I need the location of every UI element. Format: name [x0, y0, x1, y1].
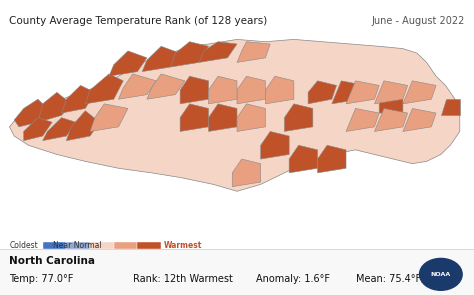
Polygon shape	[180, 76, 209, 104]
Polygon shape	[209, 104, 237, 132]
Polygon shape	[346, 109, 379, 132]
Text: Near Normal: Near Normal	[53, 241, 101, 250]
Polygon shape	[142, 46, 180, 72]
Polygon shape	[403, 81, 436, 104]
Polygon shape	[24, 118, 52, 141]
Polygon shape	[38, 92, 71, 122]
Polygon shape	[284, 104, 313, 132]
Polygon shape	[237, 76, 265, 104]
Text: North Carolina: North Carolina	[9, 256, 95, 266]
Text: Rank: 12th Warmest: Rank: 12th Warmest	[133, 274, 233, 284]
Text: Mean: 75.4°F: Mean: 75.4°F	[356, 274, 420, 284]
Text: Coldest: Coldest	[9, 241, 38, 250]
Polygon shape	[180, 104, 209, 132]
Polygon shape	[66, 111, 100, 141]
Polygon shape	[85, 74, 123, 104]
Polygon shape	[90, 104, 128, 132]
Polygon shape	[109, 51, 147, 76]
Polygon shape	[374, 81, 408, 104]
Text: Warmest: Warmest	[164, 241, 202, 250]
Polygon shape	[9, 40, 460, 191]
Text: June - August 2022: June - August 2022	[371, 17, 465, 26]
Polygon shape	[43, 118, 76, 141]
Polygon shape	[265, 76, 294, 104]
Polygon shape	[232, 159, 261, 187]
Bar	[43, 242, 66, 249]
Polygon shape	[199, 42, 237, 63]
Circle shape	[419, 258, 462, 290]
Polygon shape	[346, 81, 379, 104]
Text: Temp: 77.0°F: Temp: 77.0°F	[9, 274, 74, 284]
Polygon shape	[403, 109, 436, 132]
FancyBboxPatch shape	[9, 21, 465, 237]
Polygon shape	[441, 99, 460, 115]
Bar	[90, 242, 114, 249]
Polygon shape	[14, 99, 47, 127]
Polygon shape	[118, 74, 156, 99]
Bar	[66, 242, 90, 249]
Bar	[114, 242, 137, 249]
Bar	[137, 242, 161, 249]
Polygon shape	[237, 104, 265, 132]
Polygon shape	[289, 145, 318, 173]
Polygon shape	[237, 42, 270, 63]
Polygon shape	[308, 81, 337, 104]
Polygon shape	[62, 86, 95, 113]
Text: County Average Temperature Rank (of 128 years): County Average Temperature Rank (of 128 …	[9, 17, 268, 26]
Text: NOAA: NOAA	[431, 272, 451, 277]
Polygon shape	[379, 92, 403, 113]
Polygon shape	[318, 145, 346, 173]
Polygon shape	[171, 42, 209, 67]
Polygon shape	[374, 109, 408, 132]
Polygon shape	[147, 74, 185, 99]
Polygon shape	[209, 76, 237, 104]
Polygon shape	[261, 132, 289, 159]
Text: Anomaly: 1.6°F: Anomaly: 1.6°F	[256, 274, 330, 284]
Polygon shape	[332, 81, 365, 104]
